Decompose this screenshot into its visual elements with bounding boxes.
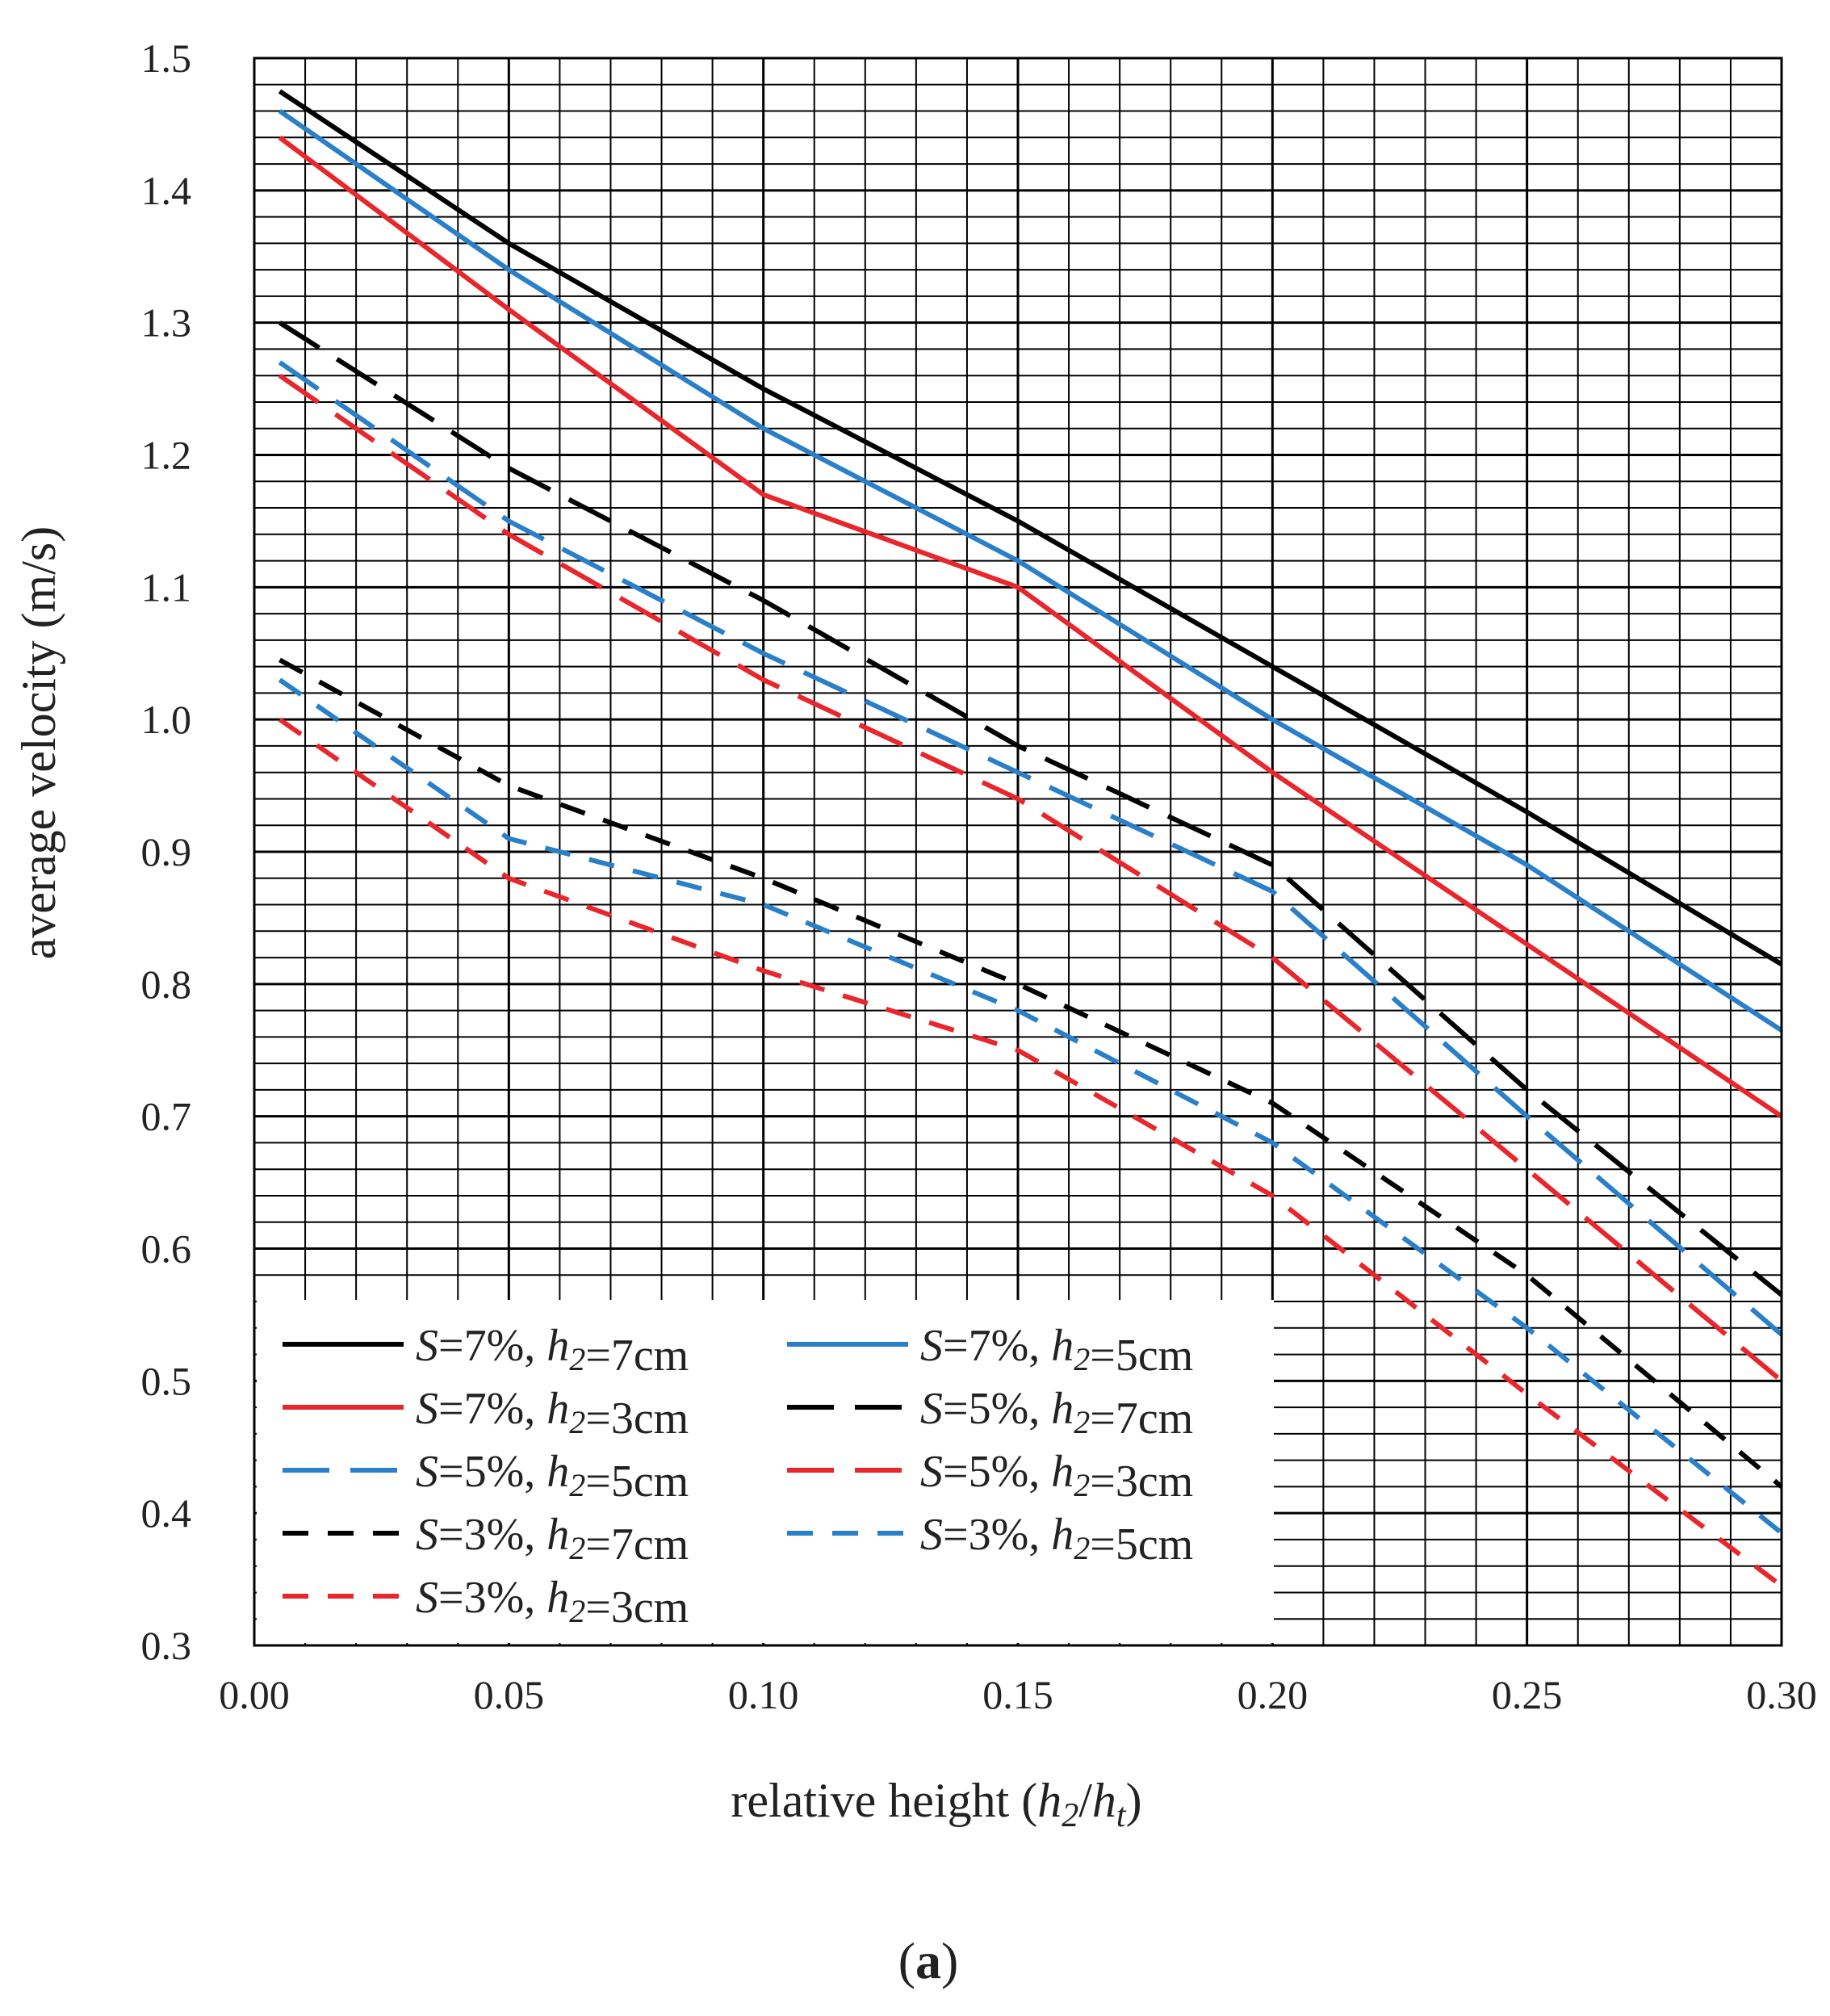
legend-label: S=7%, h2=3cm <box>416 1384 689 1444</box>
y-tick-label: 0.5 <box>141 1358 192 1403</box>
series-line <box>278 89 1783 966</box>
x-tick-label: 0.00 <box>219 1672 290 1717</box>
legend-label: S=3%, h2=7cm <box>416 1510 689 1570</box>
series-line <box>278 677 1783 1536</box>
x-title-sub2: t <box>1116 1797 1127 1834</box>
legend-label: S=5%, h2=5cm <box>416 1447 689 1507</box>
legend-label: S=3%, h2=3cm <box>416 1573 689 1632</box>
series-line <box>278 360 1783 1337</box>
x-tick-label: 0.15 <box>982 1672 1053 1717</box>
x-title-sub1: 2 <box>1062 1797 1078 1834</box>
panel-open-paren: ( <box>898 1932 915 1989</box>
y-tick-labels: 0.3 0.4 0.5 0.6 0.7 0.8 0.9 1.0 1.1 1.2 1.3 1.4 1.5 <box>141 36 192 1668</box>
plot-frame <box>253 57 1783 1647</box>
x-tick-label: 0.05 <box>474 1672 545 1717</box>
x-title-var1: h <box>1037 1774 1062 1827</box>
series-line <box>278 373 1783 1383</box>
series-layer <box>278 89 1783 1588</box>
legend-label: S=5%, h2=3cm <box>920 1447 1193 1507</box>
series-line <box>278 321 1783 1297</box>
legend-label: S=5%, h2=7cm <box>920 1384 1193 1444</box>
x-tick-label: 0.25 <box>1492 1672 1563 1717</box>
x-title-var2: h <box>1092 1774 1116 1827</box>
x-tick-label: 0.10 <box>728 1672 799 1717</box>
series-line <box>278 109 1783 1033</box>
legend-label: S=7%, h2=5cm <box>920 1321 1193 1381</box>
y-tick-label: 0.3 <box>141 1623 192 1668</box>
series-line <box>278 135 1783 1119</box>
y-tick-label: 0.9 <box>141 829 192 874</box>
x-tick-label: 0.30 <box>1746 1672 1817 1717</box>
panel-letter: a <box>915 1932 941 1989</box>
series-line <box>278 717 1783 1588</box>
y-tick-label: 0.6 <box>141 1226 192 1272</box>
x-axis-title: relative height (h2/ht) <box>731 1774 1141 1834</box>
y-tick-label: 1.0 <box>141 697 192 742</box>
y-tick-label: 1.1 <box>141 564 192 610</box>
y-tick-label: 1.2 <box>141 433 192 478</box>
x-tick-label: 0.20 <box>1237 1672 1309 1717</box>
y-tick-label: 0.7 <box>141 1094 192 1139</box>
x-tick-labels: 0.00 0.05 0.10 0.15 0.20 0.25 0.30 <box>219 1672 1817 1717</box>
x-title-prefix: relative height ( <box>731 1774 1037 1827</box>
x-title-slash: / <box>1078 1774 1092 1827</box>
legend-label: S=7%, h2=7cm <box>416 1321 689 1381</box>
y-tick-label: 1.3 <box>141 300 192 346</box>
y-axis-title: average velocity (m/s) <box>12 526 65 959</box>
y-tick-label: 0.4 <box>141 1490 192 1536</box>
legend-label: S=3%, h2=5cm <box>920 1510 1193 1570</box>
y-tick-label: 1.4 <box>141 168 192 213</box>
y-tick-label: 1.5 <box>141 36 192 81</box>
panel-label: (a) <box>898 1932 959 1989</box>
panel-close-paren: ) <box>941 1932 958 1989</box>
x-title-suffix: ) <box>1126 1774 1142 1827</box>
legend-box <box>257 1300 1274 1643</box>
y-tick-label: 0.8 <box>141 962 192 1007</box>
